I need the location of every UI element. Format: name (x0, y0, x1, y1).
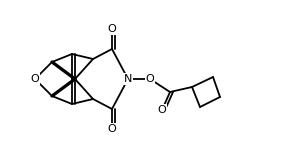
Text: O: O (108, 24, 116, 34)
Text: O: O (31, 74, 39, 84)
Text: O: O (158, 105, 166, 115)
Text: O: O (108, 124, 116, 134)
Text: N: N (124, 74, 132, 84)
Text: O: O (146, 74, 154, 84)
